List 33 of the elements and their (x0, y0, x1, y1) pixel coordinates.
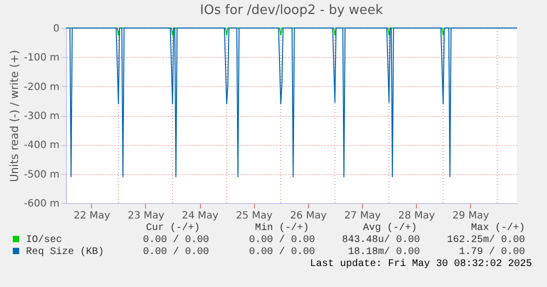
text: Last update: Fri May 30 08:32:02 2025 (310, 258, 532, 270)
y-axis-title: Units read (-) / write (+) (8, 50, 21, 182)
x-tick-label: 23 May (128, 210, 164, 222)
text: Min (-/+) (254, 222, 309, 234)
x-tick-label: 24 May (182, 210, 218, 222)
text: 162.25m/ 0.00 (446, 234, 525, 246)
y-tick-label: -600 m (24, 198, 60, 210)
legend-label: Req Size (KB) (26, 246, 104, 258)
text: Max (-/+) (470, 222, 525, 234)
text: 843.48u/ 0.00 (342, 234, 420, 246)
text: 0.00 / 0.00 (248, 234, 315, 246)
text: 0.00 / 0.00 (248, 246, 315, 258)
y-tick-label: -500 m (24, 169, 60, 180)
legend-label: IO/sec (26, 234, 62, 246)
chart-title: IOs for /dev/loop2 - by week (200, 3, 384, 18)
x-tick-label: 25 May (236, 210, 273, 222)
x-tick-label: 29 May (452, 210, 490, 222)
x-tick-label: 26 May (290, 210, 327, 222)
x-tick-label: 22 May (74, 210, 110, 222)
text: 18.18m/ 0.00 (348, 246, 420, 258)
text: Cur (-/+) (146, 222, 200, 234)
y-tick-label: -200 m (24, 82, 60, 93)
x-tick-label: 27 May (344, 210, 381, 222)
y-tick-label: -100 m (24, 52, 60, 64)
y-tick-label: 0 (53, 24, 60, 34)
x-tick-label: 28 May (398, 210, 435, 222)
text: 1.79 / 0.00 (458, 246, 525, 258)
y-tick-label: -400 m (24, 140, 60, 152)
y-tick-label: -300 m (24, 111, 60, 122)
line-series (66, 28, 518, 178)
text: Avg (-/+) (362, 222, 417, 234)
text: 0.00 / 0.00 (142, 234, 209, 246)
text: 0.00 / 0.00 (142, 246, 209, 258)
